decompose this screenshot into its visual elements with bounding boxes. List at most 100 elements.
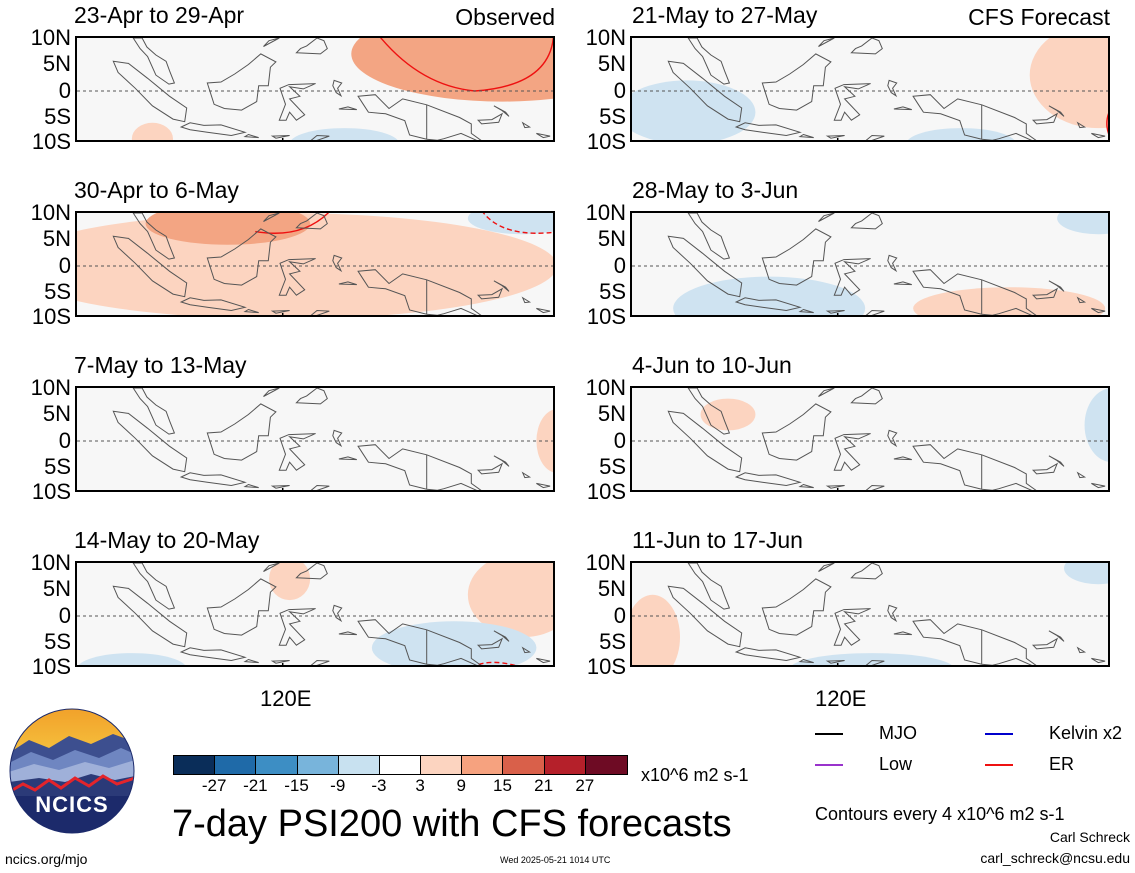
coastline — [357, 269, 482, 315]
lat-label: 0 — [613, 78, 626, 103]
coastline — [798, 658, 814, 664]
positive-anomaly — [536, 409, 553, 473]
coastline — [263, 388, 280, 397]
coastline — [206, 403, 277, 461]
coastline — [798, 483, 814, 489]
legend-label: MJO — [879, 723, 917, 743]
coastline — [332, 429, 343, 448]
coastline — [734, 297, 802, 312]
coastline — [536, 132, 551, 139]
coastline — [295, 388, 328, 405]
negative-anomaly — [1057, 213, 1108, 235]
coastline — [112, 410, 188, 473]
coastline — [761, 578, 832, 636]
legend-swatch — [985, 733, 1013, 735]
lat-label: 5N — [42, 51, 71, 76]
coastline — [338, 631, 357, 636]
coastline — [734, 122, 802, 137]
coastline — [667, 235, 743, 298]
er-contour — [482, 213, 553, 234]
lat-label: 5S — [44, 279, 71, 304]
coastline — [310, 309, 330, 315]
coastline — [833, 608, 871, 646]
coastline — [243, 133, 259, 139]
coastline — [887, 604, 898, 623]
coastline — [887, 429, 898, 448]
lat-label: 5S — [599, 279, 626, 304]
map-panel[interactable] — [75, 561, 555, 667]
map-panel[interactable] — [75, 211, 555, 317]
coastline — [1031, 637, 1059, 650]
positive-anomaly — [269, 563, 311, 601]
map-panel[interactable] — [75, 36, 555, 142]
colorbar-tick-label: 9 — [456, 776, 466, 795]
legend-swatch — [985, 764, 1013, 766]
author-email[interactable]: carl_schreck@ncsu.edu — [980, 850, 1130, 866]
lat-label: 5S — [44, 629, 71, 654]
coastline — [912, 94, 1037, 140]
colorbar-cell — [421, 756, 463, 774]
positive-anomaly — [351, 38, 553, 102]
map-panel[interactable] — [630, 36, 1110, 142]
lat-label: 0 — [613, 603, 626, 628]
coastline — [1048, 280, 1065, 292]
lat-label: 10N — [30, 25, 71, 50]
map-panel[interactable] — [630, 211, 1110, 317]
coastline — [761, 403, 832, 461]
map-panel[interactable] — [75, 386, 555, 492]
map-svg — [77, 38, 553, 140]
lat-label: 10S — [31, 479, 71, 504]
coastline — [865, 659, 885, 665]
coastline — [833, 258, 871, 296]
observed-label: Observed — [455, 4, 555, 30]
site-link[interactable]: ncics.org/mjo — [5, 851, 88, 867]
colorbar-cell — [379, 756, 422, 774]
lat-label: 0 — [58, 603, 71, 628]
colorbar-tick-label: -15 — [284, 776, 309, 795]
coastline — [1076, 121, 1087, 129]
coastline — [833, 433, 871, 471]
map-panel[interactable] — [630, 561, 1110, 667]
colorbar-tick-label: 3 — [415, 776, 425, 795]
coastline — [493, 105, 510, 117]
coastline — [912, 269, 1037, 315]
coastline — [476, 462, 504, 475]
coastline — [243, 308, 259, 314]
lat-label: 5N — [597, 226, 626, 251]
lon-label-right: 120E — [815, 686, 867, 711]
coastline — [1091, 307, 1106, 314]
legend-swatch — [815, 764, 843, 766]
lat-label: 10N — [30, 550, 71, 575]
lat-label: 0 — [613, 428, 626, 453]
positive-anomaly — [913, 287, 1106, 315]
coastline — [912, 619, 1037, 665]
coastline — [893, 106, 912, 111]
coastline — [825, 485, 845, 489]
coastline — [667, 60, 743, 123]
panel-title: 30-Apr to 6-May — [74, 177, 239, 203]
positive-anomaly — [632, 594, 680, 665]
lat-label: 5N — [42, 401, 71, 426]
negative-anomaly — [908, 128, 1015, 140]
legend-swatch — [815, 733, 843, 735]
coastline — [270, 485, 290, 489]
coastline — [850, 388, 883, 405]
coastline — [825, 310, 845, 314]
colorbar-units: x10^6 m2 s-1 — [641, 765, 749, 785]
map-panel[interactable] — [630, 386, 1110, 492]
coastline — [825, 135, 845, 139]
coastline — [521, 646, 532, 654]
lat-label: 5S — [599, 454, 626, 479]
legend-label: Kelvin x2 — [1049, 723, 1123, 743]
coastline — [1031, 112, 1059, 125]
forecast-label: CFS Forecast — [968, 4, 1110, 30]
coastline — [338, 281, 357, 286]
coastline — [536, 482, 551, 489]
er-contour — [255, 213, 329, 234]
map-svg — [632, 563, 1108, 665]
coastline — [357, 94, 482, 140]
lat-label: 0 — [58, 253, 71, 278]
coastline — [687, 388, 731, 435]
ncics-logo[interactable]: NCICS — [9, 708, 135, 834]
coastline — [798, 133, 814, 139]
